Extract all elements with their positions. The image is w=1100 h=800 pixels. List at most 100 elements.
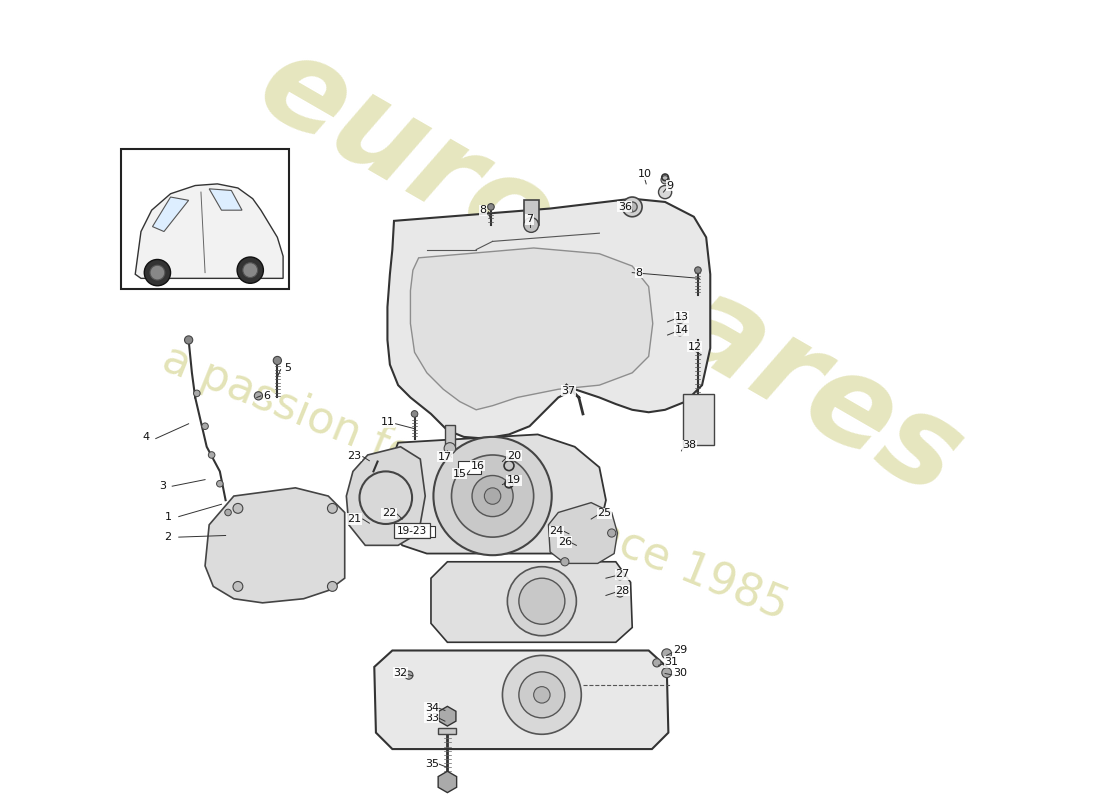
Circle shape [201,423,208,430]
Bar [524,200,539,225]
Circle shape [652,658,661,667]
Text: 34: 34 [425,703,439,713]
Polygon shape [549,502,617,563]
Text: 17: 17 [438,452,452,462]
Text: 22: 22 [382,508,396,518]
Bar [412,526,436,537]
Bar [444,426,454,449]
Circle shape [328,503,338,514]
Polygon shape [384,434,606,554]
Circle shape [208,452,214,458]
Text: eurospares: eurospares [238,22,982,522]
Circle shape [662,668,672,678]
Text: 25: 25 [597,508,612,518]
Polygon shape [346,446,426,546]
Circle shape [616,589,624,597]
Circle shape [695,267,701,274]
Bar [439,728,456,734]
Circle shape [144,259,170,286]
Polygon shape [410,248,652,410]
Text: 33: 33 [425,713,439,723]
Circle shape [487,204,494,210]
Text: 14: 14 [674,325,689,335]
Circle shape [662,649,672,658]
Text: 10: 10 [638,169,651,179]
Circle shape [519,672,565,718]
Text: 18: 18 [400,525,415,534]
Circle shape [233,582,243,591]
Polygon shape [439,706,455,726]
Bar [458,461,481,474]
Circle shape [534,686,550,703]
Circle shape [444,442,455,454]
Circle shape [484,488,500,504]
Circle shape [150,266,165,280]
Circle shape [472,475,513,517]
Circle shape [623,197,642,217]
Text: 19-23: 19-23 [397,526,427,535]
Text: 11: 11 [381,417,395,427]
Text: 7: 7 [526,214,534,224]
Polygon shape [153,197,188,231]
Text: 16: 16 [471,461,485,470]
Text: 3: 3 [158,481,166,491]
Text: a passion for parts since 1985: a passion for parts since 1985 [156,337,794,628]
Circle shape [411,410,418,417]
Circle shape [675,315,684,323]
Text: 29: 29 [673,646,688,655]
Text: 13: 13 [674,312,689,322]
Circle shape [194,390,200,397]
Text: 8: 8 [480,205,486,215]
Circle shape [607,529,616,537]
Polygon shape [387,198,711,438]
Bar [121,150,289,289]
Circle shape [273,356,282,365]
Circle shape [451,455,534,537]
Text: 19: 19 [507,475,521,486]
Circle shape [233,503,243,514]
Circle shape [328,582,338,591]
Text: 5: 5 [284,363,290,373]
Circle shape [561,558,569,566]
Circle shape [616,572,624,580]
Circle shape [627,202,637,212]
Text: 27: 27 [615,569,629,579]
Circle shape [503,655,581,734]
Text: 1: 1 [165,511,172,522]
Text: 4: 4 [142,432,150,442]
Text: 20: 20 [507,450,521,461]
Polygon shape [135,184,283,278]
Circle shape [507,566,576,636]
Circle shape [524,218,539,232]
Text: 24: 24 [550,526,564,536]
Text: 37: 37 [561,386,575,396]
Circle shape [217,481,223,487]
Text: 30: 30 [673,669,686,678]
Circle shape [254,392,263,400]
Text: 32: 32 [394,668,408,678]
Bar [683,394,714,445]
Text: 9: 9 [667,181,673,190]
Text: 15: 15 [453,469,466,479]
Polygon shape [209,189,242,210]
Text: 12: 12 [688,342,702,351]
Circle shape [238,257,263,283]
Text: 35: 35 [425,759,439,769]
Circle shape [519,578,565,624]
Polygon shape [438,771,456,793]
Text: 2: 2 [165,532,172,542]
Text: 31: 31 [664,657,679,667]
Text: 28: 28 [615,586,629,595]
Circle shape [224,509,231,516]
Polygon shape [431,562,632,642]
Text: 26: 26 [558,537,572,547]
Text: 23: 23 [348,450,362,461]
Circle shape [185,336,192,344]
Text: 6: 6 [263,391,271,401]
Polygon shape [205,488,344,603]
Circle shape [433,437,552,555]
Text: 36: 36 [618,202,631,212]
Circle shape [661,176,669,184]
Text: 8: 8 [635,268,642,278]
Circle shape [243,262,257,278]
